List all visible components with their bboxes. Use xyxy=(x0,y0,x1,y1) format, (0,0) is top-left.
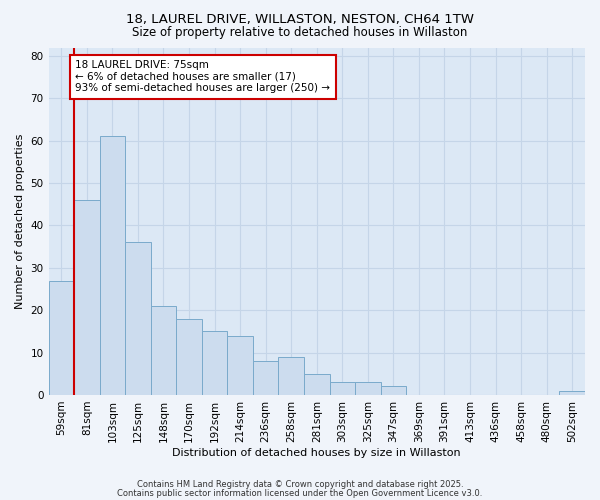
Text: Contains public sector information licensed under the Open Government Licence v3: Contains public sector information licen… xyxy=(118,488,482,498)
Bar xyxy=(253,361,278,395)
Bar xyxy=(329,382,355,395)
Bar xyxy=(559,390,585,395)
Bar xyxy=(125,242,151,395)
Bar xyxy=(227,336,253,395)
Bar xyxy=(74,200,100,395)
Bar xyxy=(355,382,380,395)
Text: 18 LAUREL DRIVE: 75sqm
← 6% of detached houses are smaller (17)
93% of semi-deta: 18 LAUREL DRIVE: 75sqm ← 6% of detached … xyxy=(76,60,331,94)
Text: Contains HM Land Registry data © Crown copyright and database right 2025.: Contains HM Land Registry data © Crown c… xyxy=(137,480,463,489)
Bar xyxy=(100,136,125,395)
Bar xyxy=(49,280,74,395)
Bar xyxy=(278,357,304,395)
X-axis label: Distribution of detached houses by size in Willaston: Distribution of detached houses by size … xyxy=(172,448,461,458)
Text: 18, LAUREL DRIVE, WILLASTON, NESTON, CH64 1TW: 18, LAUREL DRIVE, WILLASTON, NESTON, CH6… xyxy=(126,12,474,26)
Bar xyxy=(202,332,227,395)
Text: Size of property relative to detached houses in Willaston: Size of property relative to detached ho… xyxy=(133,26,467,39)
Bar xyxy=(176,318,202,395)
Bar xyxy=(380,386,406,395)
Bar xyxy=(304,374,329,395)
Bar xyxy=(151,306,176,395)
Y-axis label: Number of detached properties: Number of detached properties xyxy=(15,134,25,309)
